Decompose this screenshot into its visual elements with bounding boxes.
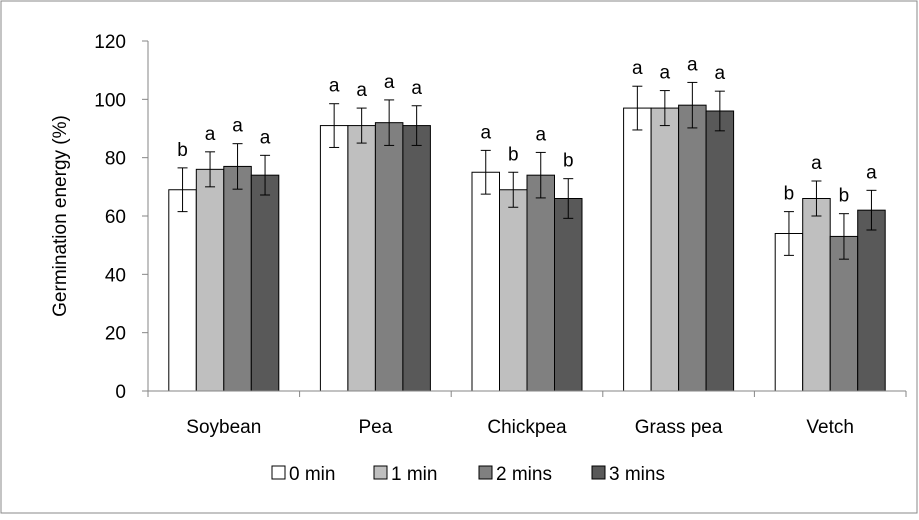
y-axis-ticks <box>142 40 148 392</box>
x-tick-label: Grass pea <box>635 417 723 438</box>
y-tick-label: 20 <box>105 324 126 345</box>
bar-chickpea-0-min <box>471 171 500 392</box>
bar-pea-0-min <box>319 125 349 392</box>
significance-letter: a <box>866 162 877 183</box>
bar-grass-pea-0-min <box>623 107 652 392</box>
bar-pea-3-mins <box>402 125 431 392</box>
bar-soybean-2-mins <box>223 165 252 392</box>
significance-letter: a <box>411 78 422 99</box>
x-tick-label: Vetch <box>806 417 854 438</box>
y-axis-label: Germination energy (%) <box>50 115 71 317</box>
significance-letter: a <box>356 80 367 101</box>
bar-grass-pea-3-mins <box>705 110 735 392</box>
y-tick-label: 60 <box>105 207 126 228</box>
significance-letter: a <box>535 124 546 145</box>
bar-grass-pea-1-min <box>650 107 680 392</box>
bar-chickpea-3-mins <box>554 198 583 392</box>
legend-swatch-1-min <box>373 465 388 480</box>
significance-letter: a <box>260 127 271 148</box>
significance-letter: b <box>177 140 188 161</box>
significance-letter: a <box>232 116 243 137</box>
significance-letter: a <box>811 153 822 174</box>
y-tick-label: 0 <box>115 382 126 403</box>
bar-vetch-0-min <box>774 233 804 392</box>
legend-swatch-3-mins <box>591 465 606 480</box>
significance-letter: a <box>384 72 395 93</box>
significance-letter: b <box>784 184 795 205</box>
significance-letter: a <box>480 122 491 143</box>
x-tick-label: Pea <box>358 417 392 438</box>
bar-chickpea-2-mins <box>526 174 555 392</box>
bar-chickpea-1-min <box>499 189 528 392</box>
x-tick-label: Chickpea <box>487 417 567 438</box>
significance-letter: a <box>715 63 726 84</box>
legend-swatch-0-min <box>271 465 286 480</box>
x-tick-label: Soybean <box>186 417 261 438</box>
bars <box>168 104 886 392</box>
error-bars <box>177 81 877 260</box>
y-tick-label: 40 <box>105 265 126 286</box>
x-axis-tick-labels: Soybean Pea Chickpea Grass pea Vetch <box>186 417 854 438</box>
bar-pea-2-mins <box>374 122 404 392</box>
significance-letter: b <box>563 151 574 172</box>
significance-letter: b <box>839 186 850 207</box>
bar-vetch-1-min <box>802 198 831 392</box>
legend-label: 1 min <box>391 464 437 485</box>
axes <box>147 41 906 392</box>
bar-grass-pea-2-mins <box>678 104 707 392</box>
bar-soybean-1-min <box>195 168 225 392</box>
y-axis-tick-labels: 0 20 40 60 80 100 120 <box>94 32 126 403</box>
significance-letter: a <box>329 76 340 97</box>
legend-swatch-2-mins <box>478 465 493 480</box>
significance-letter: a <box>687 54 698 75</box>
y-tick-label: 100 <box>94 90 126 111</box>
bar-pea-1-min <box>347 125 376 392</box>
y-tick-label: 80 <box>105 149 126 170</box>
significance-letter: a <box>632 58 643 79</box>
y-tick-label: 120 <box>94 32 126 53</box>
significance-letter: b <box>508 144 519 165</box>
bar-vetch-3-mins <box>857 209 886 392</box>
legend: 0 min 1 min 2 mins 3 mins <box>271 464 665 485</box>
legend-label: 0 min <box>289 464 335 485</box>
legend-label: 3 mins <box>609 464 665 485</box>
x-axis-ticks <box>147 391 907 397</box>
bar-soybean-0-min <box>168 189 197 392</box>
legend-label: 2 mins <box>496 464 552 485</box>
bar-soybean-3-mins <box>250 174 280 392</box>
significance-letter: a <box>205 124 216 145</box>
significance-letter: a <box>660 63 671 84</box>
